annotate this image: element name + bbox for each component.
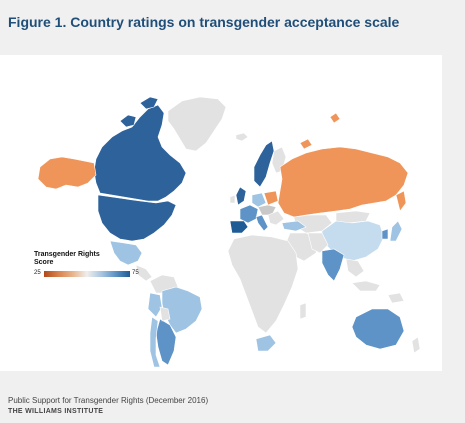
russia-region [277, 146, 409, 218]
map-panel: Transgender Rights Score 25 75 [0, 55, 442, 371]
papua-region [387, 292, 405, 304]
alaska-region [37, 156, 97, 190]
figure-title: Figure 1. Country ratings on transgender… [8, 14, 400, 30]
germany-region [251, 192, 267, 208]
uk-region [235, 186, 247, 206]
russian-arctic-island-region [299, 138, 313, 150]
source-publisher: THE WILLIAMS INSTITUTE [8, 408, 104, 415]
indonesia-region [351, 280, 381, 292]
turkey-region [281, 220, 307, 232]
source-report: Public Support for Transgender Rights (D… [8, 396, 209, 405]
legend-color-bar [44, 271, 130, 277]
iran-region [307, 232, 329, 254]
arctic-islands-region [119, 96, 159, 128]
madagascar-region [299, 302, 307, 320]
africa-region [227, 234, 299, 334]
canada-region [93, 104, 187, 202]
svalbard-region [329, 112, 341, 124]
central-america-region [135, 264, 153, 282]
italy-region [255, 214, 269, 232]
poland-region [263, 190, 279, 206]
map-legend: Transgender Rights Score 25 75 [34, 251, 144, 279]
kamchatka-region [395, 190, 407, 212]
greenland-region [167, 96, 227, 152]
india-region [321, 248, 345, 282]
legend-title: Transgender Rights Score [34, 251, 100, 266]
argentina-region [155, 318, 177, 366]
korea-region [381, 228, 389, 240]
central-europe-region [257, 204, 277, 216]
mexico-region [109, 240, 143, 266]
south-africa-region [255, 334, 277, 352]
balkans-region [267, 210, 285, 226]
sweden-region [253, 140, 275, 188]
japan-region [389, 220, 403, 242]
new-zealand-region [411, 336, 421, 354]
chile-region [149, 316, 161, 368]
usa-region [97, 194, 177, 242]
ireland-region [229, 194, 236, 204]
france-region [239, 204, 259, 224]
legend-scale: 25 75 [34, 270, 144, 279]
australia-region [351, 308, 405, 350]
world-map [37, 96, 421, 368]
southeast-asia-region [345, 258, 365, 278]
peru-region [147, 292, 163, 318]
legend-min-label: 25 [34, 270, 41, 276]
spain-region [229, 220, 249, 234]
bolivia-region [159, 306, 171, 322]
iceland-region [235, 132, 249, 142]
legend-max-label: 75 [132, 270, 139, 276]
